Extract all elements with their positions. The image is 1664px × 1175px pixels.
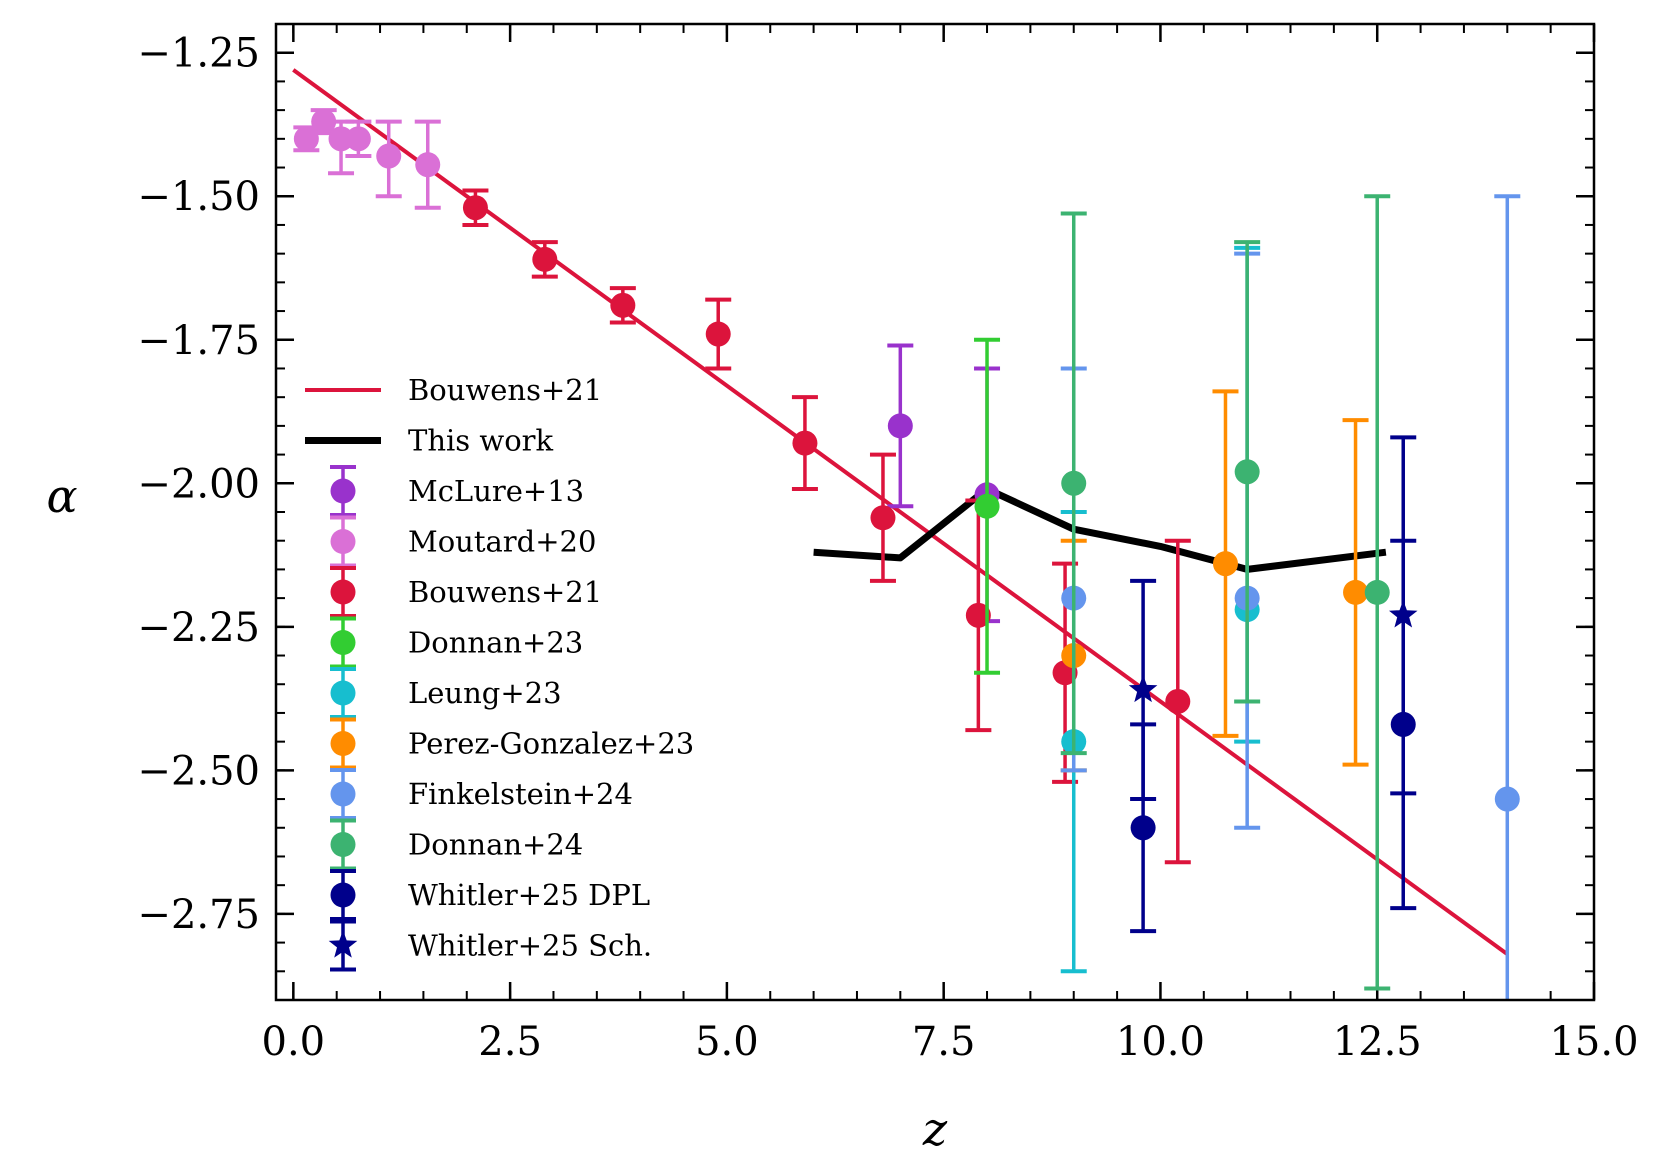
data-point (311, 109, 337, 135)
data-point (1165, 688, 1191, 714)
legend-marker-star (328, 930, 358, 958)
legend-item-donnan-24: Donnan+24 (330, 818, 583, 871)
data-point (870, 505, 896, 531)
series-donnan-24 (1060, 194, 1391, 991)
x-tick-label: 2.5 (478, 1019, 542, 1065)
y-tick-label: −1.75 (137, 318, 260, 364)
y-tick-label: −2.75 (137, 892, 260, 938)
series-whitler-25-sch (1128, 435, 1418, 802)
legend-marker (330, 731, 356, 756)
y-tick-label: −2.50 (137, 748, 260, 794)
legend-marker (330, 680, 356, 706)
legend-item-leung-23: Leung+23 (330, 667, 562, 719)
legend-marker (330, 630, 356, 655)
legend-marker (330, 478, 356, 504)
plot-frame (274, 22, 1596, 1002)
legend-marker (330, 529, 356, 554)
y-tick-label: −1.25 (137, 31, 260, 77)
data-point (1212, 551, 1238, 577)
data-point (610, 292, 636, 318)
data-point (462, 195, 488, 221)
legend-item-bouwens-21: Bouwens+21 (330, 566, 602, 618)
data-point (974, 493, 1000, 519)
series-donnan-23 (974, 337, 1001, 675)
data-point (328, 126, 354, 152)
x-tick-label: 10.0 (1116, 1019, 1205, 1065)
minor-ticks (276, 23, 1595, 1001)
data-point (1494, 786, 1520, 812)
y-tick-labels: −1.25 −1.50 −1.75 −2.00 −2.25 −2.50 −2.75 (137, 31, 260, 938)
legend-marker (330, 832, 356, 857)
line-bouwens-21 (292, 68, 1509, 956)
legend-marker (330, 882, 356, 908)
y-tick-label: −2.00 (137, 461, 260, 507)
legend-item-whitler-25-sch: Whitler+25 Sch. (328, 919, 652, 972)
legend-item-bouwens-21-line: Bouwens+21 (305, 373, 602, 407)
data-point (705, 321, 731, 347)
legend-label: This work (408, 424, 554, 458)
legend-item-finkelstein-24: Finkelstein+24 (330, 768, 633, 820)
legend-marker (330, 579, 356, 605)
x-tick-label: 15.0 (1549, 1019, 1638, 1065)
legend-label: Donnan+23 (408, 626, 583, 660)
legend-label: Whitler+25 DPL (408, 878, 650, 912)
data-point (532, 246, 558, 272)
legend-label: Leung+23 (408, 676, 562, 710)
x-tick-label: 7.5 (912, 1019, 976, 1065)
x-tick-label: 0.0 (262, 1019, 326, 1065)
legend-label: Donnan+24 (408, 828, 583, 862)
legend-label: Moutard+20 (408, 525, 596, 559)
data-point (965, 602, 991, 628)
data-point (1343, 579, 1369, 605)
legend: Bouwens+21 This work McLure+13 Moutard+20 Bo… (305, 373, 694, 972)
data-point (376, 143, 402, 169)
legend-item-this-work-line: This work (305, 424, 554, 458)
legend-item-mclure-13: McLure+13 (330, 465, 584, 517)
data-point (1061, 470, 1087, 496)
x-tick-labels: 0.0 2.5 5.0 7.5 10.0 12.5 15.0 (262, 1019, 1639, 1065)
y-axis-label: α (46, 469, 77, 523)
legend-label: Whitler+25 Sch. (408, 929, 652, 963)
x-tick-label: 12.5 (1333, 1019, 1422, 1065)
data-point (1130, 815, 1156, 841)
data-point (345, 126, 371, 152)
points-layer (293, 108, 1521, 1000)
legend-label: McLure+13 (408, 474, 584, 508)
data-point (415, 152, 441, 178)
data-point-star (1389, 600, 1418, 628)
legend-label: Perez-Gonzalez+23 (408, 727, 694, 761)
y-tick-label: −1.50 (137, 174, 260, 220)
legend-item-perez-gonzalez-23: Perez-Gonzalez+23 (330, 717, 694, 770)
legend-label: Bouwens+21 (408, 373, 602, 407)
data-point-star (1128, 675, 1158, 703)
legend-item-whitler-25-dpl: Whitler+25 DPL (330, 869, 650, 921)
data-point (792, 430, 818, 456)
y-tick-label: −2.25 (137, 605, 260, 651)
data-point (1234, 459, 1260, 485)
data-point (887, 413, 913, 439)
legend-item-moutard-20: Moutard+20 (330, 515, 596, 568)
x-tick-label: 5.0 (695, 1019, 759, 1065)
series-bouwens-21 (462, 188, 1191, 865)
data-point (1364, 579, 1390, 605)
x-axis-label: z (922, 1102, 948, 1156)
legend-label: Finkelstein+24 (408, 777, 633, 811)
legend-marker (330, 781, 356, 807)
legend-label: Bouwens+21 (408, 575, 602, 609)
series-moutard-20 (293, 108, 441, 210)
legend-item-donnan-23: Donnan+23 (330, 616, 583, 669)
